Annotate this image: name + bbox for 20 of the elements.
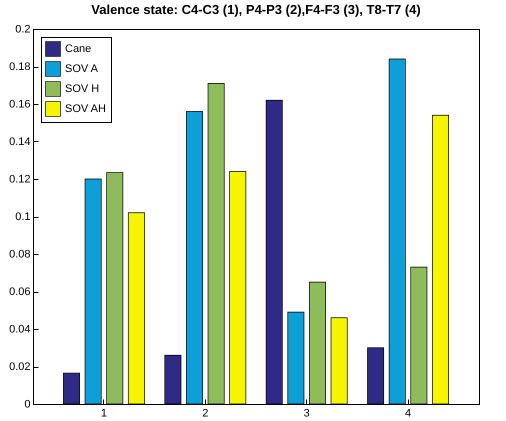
y-tick-label: 0.06 (9, 286, 30, 298)
y-tick-label: 0 (24, 398, 30, 410)
y-tick-label: 0.18 (9, 61, 30, 73)
y-tick-label: 0.14 (9, 136, 30, 148)
y-tick-label: 0.1 (15, 211, 30, 223)
legend-label: SOV AH (65, 103, 106, 115)
y-tick-label: 0.2 (15, 24, 30, 36)
legend-label: SOV A (65, 63, 99, 75)
y-tick-label: 0.08 (9, 248, 30, 260)
legend-label: SOV H (65, 83, 100, 95)
y-tick-label: 0.04 (9, 324, 30, 336)
chart-title: Valence state: C4-C3 (1), P4-P3 (2),F4-F3 (3), T8-T7 (4) (91, 2, 421, 17)
x-tick-label: 2 (202, 408, 208, 420)
y-tick-label: 0.02 (9, 361, 30, 373)
y-tick-label: 0.12 (9, 174, 30, 186)
x-tick-label: 4 (404, 408, 412, 420)
x-tick-label: 3 (304, 408, 310, 420)
legend-label: Cane (65, 43, 92, 55)
x-tick-label: 1 (100, 408, 108, 420)
y-tick-label: 0.16 (9, 98, 30, 110)
